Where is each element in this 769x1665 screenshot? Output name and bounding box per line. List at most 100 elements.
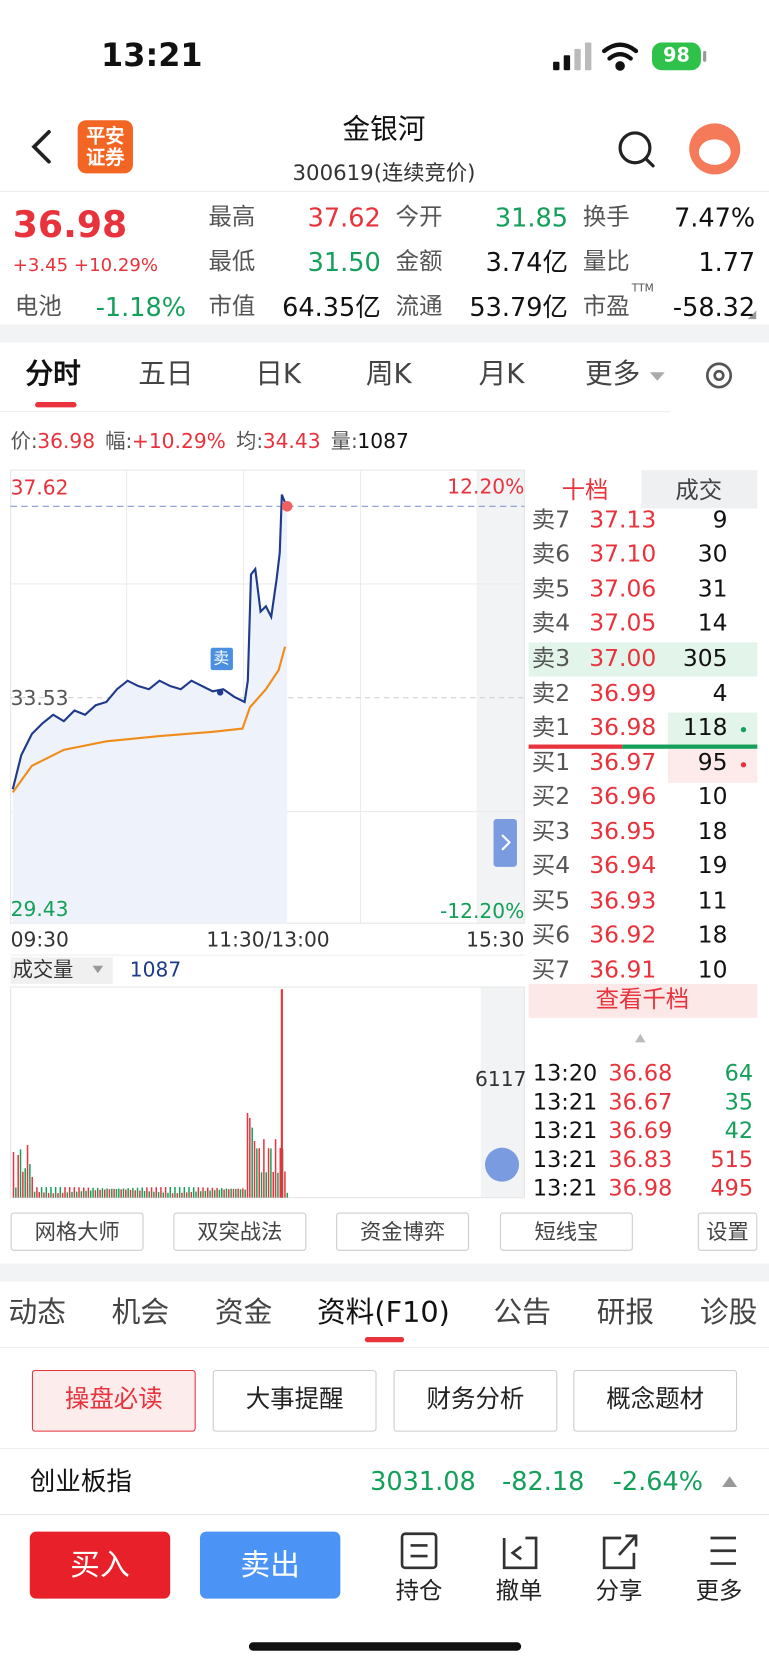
- expand-button[interactable]: [493, 818, 517, 867]
- back-button[interactable]: [31, 130, 51, 164]
- chart-tab[interactable]: 日K: [255, 358, 302, 391]
- book-tab[interactable]: 十档: [561, 477, 609, 504]
- sell-button[interactable]: [199, 1531, 341, 1599]
- section-tab[interactable]: 诊股: [699, 1296, 758, 1330]
- volume-bar: [164, 1187, 167, 1198]
- feature-button[interactable]: [212, 1369, 377, 1432]
- feature-label: 概念题材: [606, 1386, 705, 1414]
- chart-tab[interactable]: 五日: [138, 358, 194, 391]
- section-tab[interactable]: 研报: [596, 1296, 655, 1330]
- home-indicator: [248, 1642, 522, 1651]
- stat-label: 金额: [395, 248, 443, 276]
- info-value: 36.98: [37, 429, 96, 453]
- chart-tab[interactable]: 分时: [25, 358, 81, 391]
- stat-label: 流通: [395, 293, 443, 320]
- action-label[interactable]: 更多: [695, 1578, 743, 1605]
- action-label[interactable]: 撤单: [495, 1578, 543, 1605]
- volume-bar: [31, 1176, 33, 1198]
- ask-bid-split: [528, 744, 623, 749]
- action-label[interactable]: 分享: [595, 1578, 643, 1605]
- axis-label: 29.43: [10, 897, 69, 921]
- stat-label: 最低: [208, 248, 256, 276]
- settings-button[interactable]: [705, 362, 733, 389]
- book-price: 37.05: [589, 610, 657, 638]
- signal-icon: [553, 42, 592, 71]
- tool-button[interactable]: [336, 1212, 470, 1251]
- section-tab[interactable]: 动态: [8, 1296, 66, 1330]
- trade-volume: 35: [724, 1089, 754, 1116]
- search-button[interactable]: [618, 131, 652, 165]
- volume-bar: [64, 1187, 66, 1198]
- volume-bar: [36, 1187, 38, 1198]
- stat-value: 7.47%: [674, 202, 756, 233]
- zoom-button[interactable]: [485, 1147, 520, 1182]
- volume-bar: [237, 1188, 239, 1198]
- tool-button[interactable]: [10, 1212, 144, 1251]
- tool-button[interactable]: [173, 1212, 307, 1251]
- volume-bar: [101, 1188, 104, 1198]
- volume-bar: [57, 1193, 59, 1198]
- more-depth[interactable]: 查看千档: [595, 986, 690, 1014]
- expand-arrow: [501, 834, 511, 851]
- chart-tab[interactable]: 月K: [478, 358, 525, 391]
- volume-bar: [141, 1187, 143, 1198]
- info-label: 量:: [330, 429, 358, 453]
- order-book: 卖7 37.13 9 卖6 37.10 30 卖5 37.06 31 卖4 37.05 14 卖3 37.…: [529, 508, 758, 983]
- volume-bar: [29, 1164, 31, 1198]
- info-label: 均:: [236, 429, 264, 453]
- volume-bar: [146, 1187, 148, 1198]
- stat-value: -1.18%: [95, 292, 187, 322]
- buy-button[interactable]: [29, 1531, 171, 1599]
- stat-label: 最高: [208, 203, 256, 231]
- feature-button[interactable]: [393, 1369, 558, 1432]
- volume-bars: [12, 989, 289, 1198]
- feature-button[interactable]: [573, 1369, 738, 1432]
- stat-value: 37.62: [307, 202, 381, 233]
- sell-badge: [210, 647, 233, 671]
- tool-button[interactable]: [499, 1212, 633, 1251]
- tool-button[interactable]: [697, 1212, 758, 1251]
- book-price: 36.94: [589, 853, 657, 880]
- volume-bar: [258, 1148, 260, 1198]
- action-label[interactable]: 持仓: [395, 1578, 443, 1605]
- book-label: 卖2: [531, 680, 571, 707]
- section-tab[interactable]: 资金: [214, 1296, 273, 1330]
- volume-bar: [185, 1192, 188, 1198]
- chart-tab[interactable]: 更多: [584, 358, 641, 391]
- price-line-series: [11, 494, 289, 790]
- stat-label: 今开: [395, 203, 443, 231]
- stat-value: 31.50: [307, 247, 381, 278]
- book-tab[interactable]: 成交: [675, 477, 723, 504]
- book-price: 36.95: [589, 818, 657, 846]
- section-tab[interactable]: 公告: [493, 1296, 551, 1330]
- section-tab[interactable]: 机会: [111, 1296, 170, 1330]
- logo-text: 平安: [86, 125, 125, 149]
- stat-value: 31.85: [494, 202, 568, 233]
- settings-center: [713, 369, 725, 382]
- book-label: 买6: [531, 922, 571, 950]
- trade-price: 36.69: [608, 1118, 673, 1144]
- section-tab[interactable]: 资料(F10): [316, 1296, 450, 1330]
- volume-max: 6117: [475, 1067, 527, 1091]
- volume-bar: [19, 1149, 22, 1198]
- volume-bar: [214, 1190, 216, 1198]
- more-depth-bg[interactable]: [528, 983, 758, 1018]
- volume-bar: [47, 1192, 50, 1198]
- book-price: 36.99: [589, 680, 657, 707]
- stat-label: 市值: [208, 293, 256, 320]
- volume-bar: [195, 1191, 197, 1198]
- volume-bar: [45, 1187, 48, 1198]
- book-price: 37.00: [589, 645, 657, 673]
- chart-tab[interactable]: 周K: [365, 358, 412, 391]
- tab-bg: [528, 470, 642, 509]
- stat-value: 64.35亿: [282, 292, 381, 322]
- book-price: 37.13: [589, 508, 657, 534]
- stat-value: 3.74亿: [485, 247, 568, 278]
- volume-bar: [230, 1188, 232, 1198]
- volume-bar: [26, 1144, 29, 1198]
- stat-value: -58.32: [672, 292, 756, 322]
- volume-bar: [225, 1188, 228, 1198]
- volume-bar: [85, 1190, 87, 1198]
- feature-button[interactable]: [31, 1369, 196, 1432]
- volume-bar: [272, 1171, 274, 1198]
